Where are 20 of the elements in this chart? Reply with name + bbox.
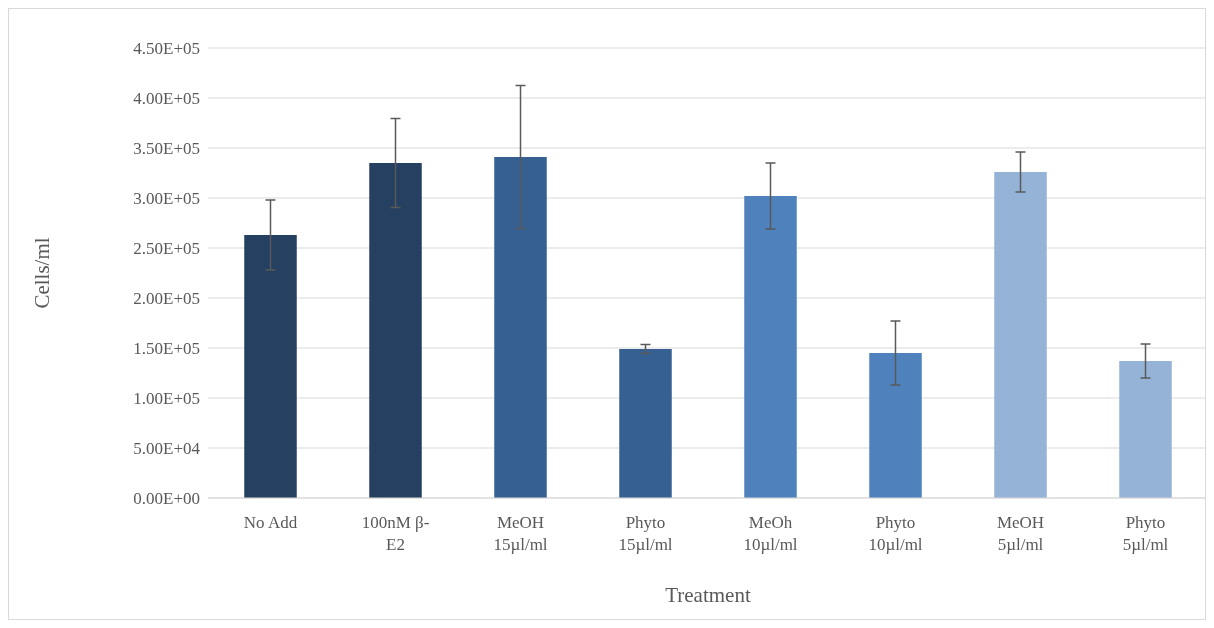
x-tick-label: MeOH 5µl/ml	[996, 513, 1045, 554]
y-tick-label: 3.50E+05	[133, 138, 200, 158]
x-tick-label: Phyto 15µl/ml	[618, 513, 673, 554]
y-axis-title: Cells/ml	[30, 237, 54, 309]
y-tick-label: 4.00E+05	[133, 88, 200, 108]
x-axis-title: Treatment	[665, 583, 751, 607]
x-tick-label: MeOH 15µl/ml	[493, 513, 548, 554]
x-tick-label: Phyto 5µl/ml	[1122, 513, 1169, 554]
x-tick-label: Phyto 10µl/ml	[868, 513, 923, 554]
y-tick-label: 2.50E+05	[133, 238, 200, 258]
y-tick-label: 1.50E+05	[133, 338, 200, 358]
x-tick-label: 100nM β-E2	[361, 513, 430, 554]
y-tick-label: 5.00E+04	[133, 438, 201, 458]
y-tick-label: 1.00E+05	[133, 388, 200, 408]
y-tick-label: 0.00E+00	[133, 488, 200, 508]
y-tick-label: 4.50E+05	[133, 38, 200, 58]
y-tick-label: 2.00E+05	[133, 288, 200, 308]
x-tick-label: MeOh 10µl/ml	[743, 513, 798, 554]
y-tick-label: 3.00E+05	[133, 188, 200, 208]
x-tick-label: No Add	[243, 513, 298, 532]
